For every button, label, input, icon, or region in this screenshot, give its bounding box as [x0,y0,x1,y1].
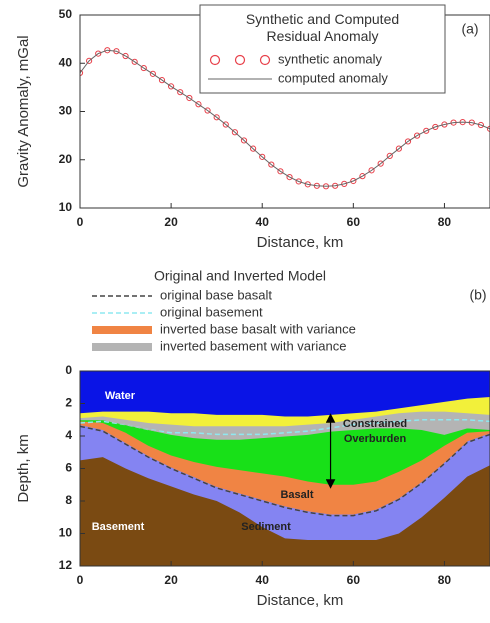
y-tick-label: 40 [59,55,73,69]
y-tick-label: 20 [59,152,73,166]
annotation: (a) [461,21,478,37]
x-tick-label: 60 [347,573,361,587]
x-tick-label: 60 [347,215,361,229]
y-tick-label: 6 [65,461,72,475]
y-tick-label: 10 [59,526,73,540]
x-tick-label: 40 [256,215,270,229]
annotation: (b) [469,287,486,303]
legend-label: computed anomaly [278,70,388,85]
x-tick-label: 0 [77,573,84,587]
x-tick-label: 20 [164,573,178,587]
x-axis-label: Distance, km [257,234,344,251]
x-tick-label: 40 [256,573,270,587]
y-tick-label: 4 [65,428,72,442]
y-tick-label: 12 [59,558,73,572]
y-axis-label: Depth, km [15,434,32,502]
layer-label: Sediment [236,520,296,535]
y-axis-label: Gravity Anomaly, mGal [15,35,32,187]
legend-label: original base basalt [160,287,272,302]
x-tick-label: 0 [77,215,84,229]
layer-label: Water [95,389,145,404]
legend-label: inverted base basalt with variance [160,321,356,336]
legend-label: original basement [160,304,263,319]
y-tick-label: 50 [59,7,73,21]
layer-label: Basement [88,520,148,535]
chart-title: Original and Inverted Model [154,268,326,284]
y-tick-label: 8 [65,493,72,507]
legend-title: Synthetic and Computed Residual Anomaly [225,11,420,45]
y-tick-label: 0 [65,363,72,377]
x-axis-label: Distance, km [257,592,344,609]
legend-label: inverted basement with variance [160,338,346,353]
y-tick-label: 2 [65,396,72,410]
figure: 1020304050020406080Distance, kmGravity A… [0,0,490,623]
x-tick-label: 20 [164,215,178,229]
y-tick-label: 30 [59,104,73,118]
y-tick-label: 10 [59,200,73,214]
layer-label: Constrained Overburden [335,417,415,447]
x-tick-label: 80 [438,573,452,587]
x-tick-label: 80 [438,215,452,229]
legend-label: synthetic anomaly [278,51,383,66]
layer-label: Basalt [272,488,322,503]
